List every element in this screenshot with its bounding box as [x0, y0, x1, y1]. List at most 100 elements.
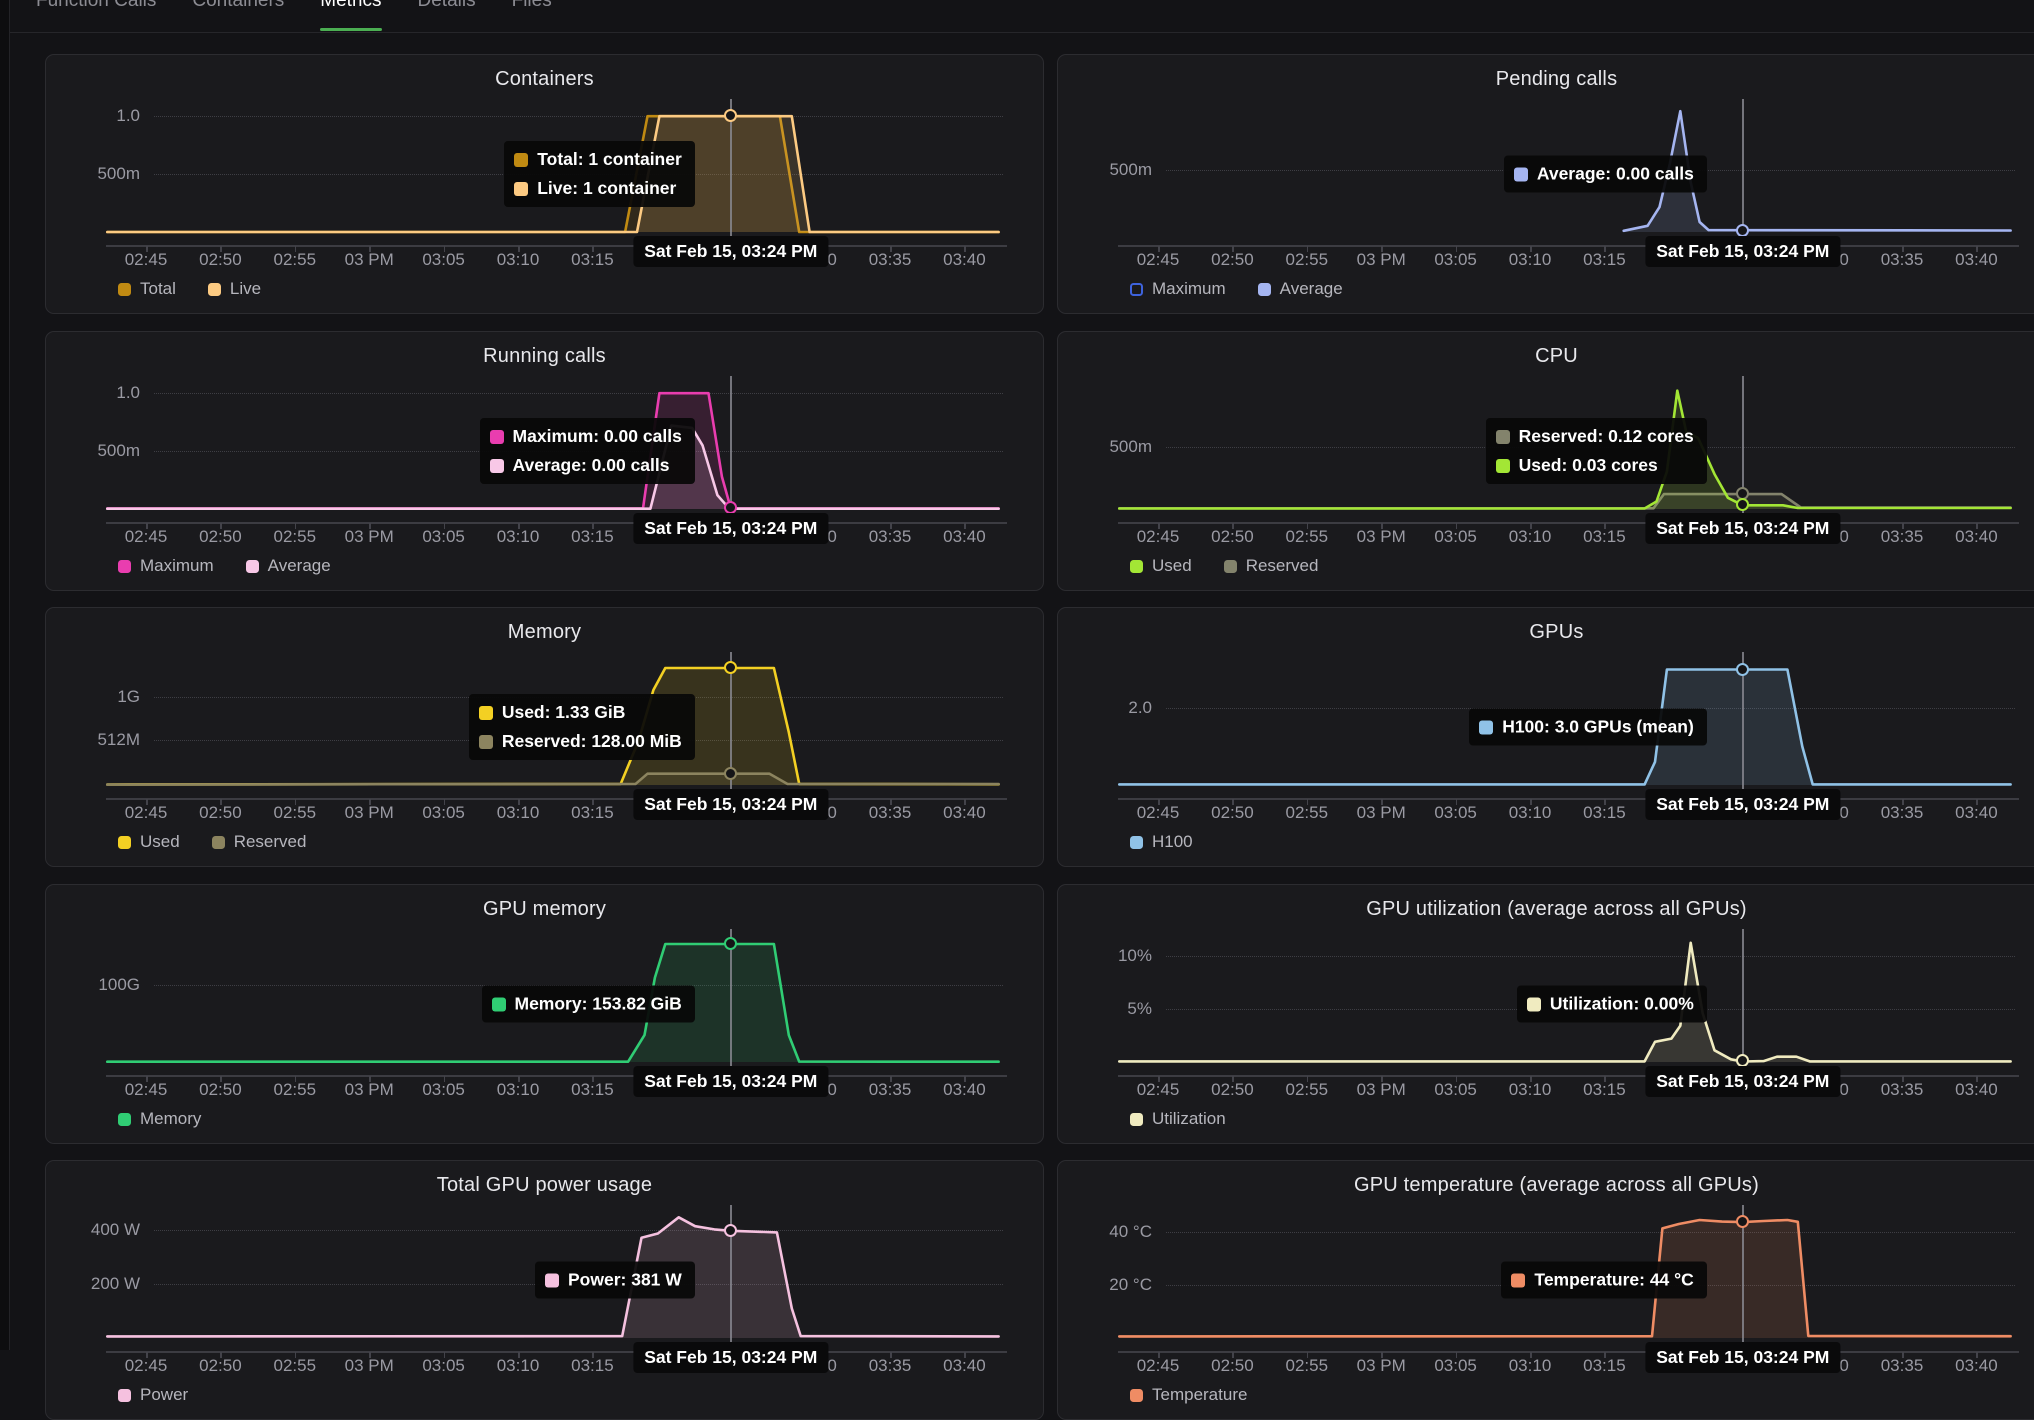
crosshair-line [729, 99, 732, 245]
legend-item-used[interactable]: Used [1130, 556, 1192, 576]
axis-tick [1232, 523, 1234, 529]
legend-item-live[interactable]: Live [207, 279, 261, 299]
tab-containers[interactable]: Containers [192, 0, 284, 32]
legend-item-memory[interactable]: Memory [118, 1109, 201, 1129]
plot-area[interactable]: 1.0 500m 02:45 02:50 02:55 03 PM 03:05 03:10 03:… [46, 332, 1043, 590]
legend-item-h100[interactable]: H100 [1130, 832, 1193, 852]
legend-item-maximum[interactable]: Maximum [1130, 279, 1226, 299]
legend-item-power[interactable]: Power [118, 1385, 188, 1405]
axis-tick [592, 246, 594, 252]
x-axis-label: 03 PM [1356, 527, 1406, 546]
chart-title: Memory [507, 621, 582, 643]
axis-tick [1976, 246, 1978, 252]
x-axis-label: 02:55 [1285, 250, 1329, 269]
plot-area[interactable]: 500m 02:45 02:50 02:55 03 PM 03:05 03:10 03:15 0… [1058, 55, 2034, 313]
y-axis-label: 1G [117, 687, 140, 706]
axis-tick [443, 1076, 446, 1082]
plot-area[interactable]: 100G 02:45 02:50 02:55 03 PM 03:05 03:10 03:15 0… [46, 885, 1043, 1143]
crosshair-date-tooltip: Sat Feb 15, 03:24 PM [1645, 1342, 1841, 1373]
legend-swatch-icon [118, 1112, 131, 1126]
axis-tick [146, 799, 148, 805]
x-axis-label: 03:35 [868, 803, 912, 822]
axis-tick [964, 246, 966, 252]
hover-marker [1735, 223, 1749, 237]
x-axis-line [1118, 1075, 2019, 1077]
chart-card-pending-calls: Pending calls 500m 02:45 02:50 02:55 03 PM 03… [1057, 54, 2034, 314]
y-axis-label: 400 W [90, 1220, 140, 1240]
x-axis-label: 03:35 [868, 527, 912, 546]
axis-tick [1381, 1076, 1383, 1082]
legend-item-reserved[interactable]: Reserved [211, 832, 306, 852]
legend-item-total[interactable]: Total [118, 279, 176, 299]
plot-area[interactable]: 1.0 500m 02:45 02:50 02:55 03 PM 03:05 03:10 03:… [46, 55, 1043, 313]
tab-files[interactable]: Files [512, 0, 552, 32]
legend-label: Power [140, 1385, 189, 1404]
tooltip-text: Average: 0.00 calls [512, 455, 670, 475]
plot-area[interactable]: 1G 512M 02:45 02:50 02:55 03 PM 03:05 03:10 03:1… [46, 608, 1043, 866]
x-axis-label: 03:10 [496, 250, 540, 269]
tooltip-text: Power: 381 W [568, 1269, 682, 1290]
tab-function-calls[interactable]: Function Calls [36, 0, 156, 32]
series-swatch-icon [489, 429, 504, 444]
axis-tick [220, 1076, 222, 1082]
crosshair-line [729, 376, 732, 522]
x-axis-label: 02:45 [124, 803, 168, 822]
plot-area[interactable]: 40 °C 20 °C 02:45 02:50 02:55 03 PM 03:05 03:10… [1058, 1161, 2034, 1419]
y-axis-label: 500m [97, 164, 140, 184]
legend-swatch-icon [118, 282, 131, 296]
crosshair-date-tooltip: Sat Feb 15, 03:24 PM [633, 1066, 829, 1097]
crosshair-date-tooltip: Sat Feb 15, 03:24 PM [633, 789, 829, 820]
x-axis-line [1118, 245, 2019, 247]
chart-card-gpu-power: Total GPU power usage 400 W 200 W 02:45 02:… [45, 1160, 1044, 1420]
legend-item-reserved[interactable]: Reserved [1223, 556, 1318, 576]
legend-swatch-icon [207, 282, 221, 296]
y-axis-label: 500m [1109, 436, 1152, 456]
legend-item-maximum[interactable]: Maximum [118, 556, 214, 576]
axis-tick [518, 799, 520, 805]
tooltip-row: Utilization: 0.00% [1526, 994, 1694, 1015]
series-swatch-icon [514, 152, 529, 167]
axis-tick [1976, 523, 1978, 529]
tab-details[interactable]: Details [418, 0, 476, 32]
x-axis-label: 02:55 [1285, 1080, 1329, 1099]
tooltip-text: Used: 1.33 GiB [501, 702, 626, 722]
legend: Power [118, 1385, 188, 1405]
chart-canvas [1118, 668, 2012, 786]
tab-metrics[interactable]: Metrics [320, 0, 382, 32]
axis-tick [1381, 523, 1383, 529]
tooltip-row: Used: 0.03 cores [1495, 455, 1694, 476]
plot-area[interactable]: 400 W 200 W 02:45 02:50 02:55 03 PM 03:05 03:10… [46, 1161, 1043, 1419]
x-axis-label: 03:10 [496, 803, 540, 822]
legend-item-average[interactable]: Average [245, 556, 331, 576]
tooltip-text: Reserved: 0.12 cores [1518, 426, 1694, 446]
legend: Memory [118, 1109, 201, 1129]
hover-marker [723, 660, 737, 674]
axis-tick [369, 799, 371, 805]
x-axis-label: 02:45 [1136, 250, 1180, 269]
x-axis-label: 02:50 [199, 1080, 242, 1099]
x-axis-label: 03:35 [1880, 250, 1924, 269]
legend-label: Used [1152, 556, 1192, 575]
x-axis-label: 03:35 [868, 250, 912, 269]
plot-area[interactable]: 500m 02:45 02:50 02:55 03 PM 03:05 03:10 03:15 0… [1058, 332, 2034, 590]
legend-item-utilization[interactable]: Utilization [1130, 1109, 1226, 1129]
axis-tick [1158, 1076, 1160, 1082]
tab-label: Files [511, 0, 552, 11]
legend-item-average[interactable]: Average [1257, 279, 1343, 299]
x-axis-line [1118, 798, 2019, 800]
legend-label: Average [267, 556, 331, 575]
chart-card-gpu-utilization: GPU utilization (average across all GPUs… [1057, 884, 2034, 1144]
hover-marker [723, 766, 737, 780]
legend-swatch-icon [1130, 835, 1143, 849]
legend-item-temperature[interactable]: Temperature [1130, 1385, 1247, 1405]
axis-tick [592, 1076, 594, 1082]
plot-area[interactable]: 2.0 02:45 02:50 02:55 03 PM 03:05 03:10 03:15 03… [1058, 608, 2034, 866]
plot-area[interactable]: 10% 5% 02:45 02:50 02:55 03 PM 03:05 03:10 03:15… [1058, 885, 2034, 1143]
legend: Maximum Average [118, 556, 331, 576]
tooltip-row: Maximum: 0.00 calls [489, 426, 682, 447]
x-axis-label: 03:40 [1955, 250, 1998, 269]
tooltip-text: Maximum: 0.00 calls [512, 426, 682, 446]
tab-label: Containers [192, 0, 285, 11]
gridline [154, 116, 1003, 118]
legend-item-used[interactable]: Used [118, 832, 180, 852]
